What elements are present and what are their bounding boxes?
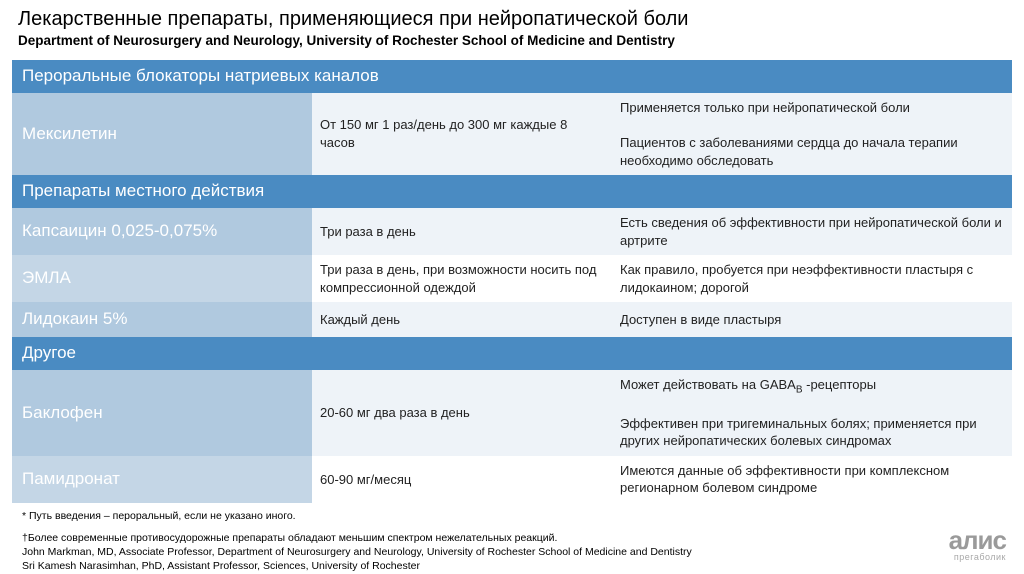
drug-name-cell: Мексилетин <box>12 93 312 175</box>
table-row: Капсаицин 0,025-0,075%Три раза в деньЕст… <box>12 208 1012 255</box>
note-cell: Доступен в виде пластыря <box>612 302 1012 337</box>
dose-cell: 60-90 мг/месяц <box>312 456 612 503</box>
drug-table: Пероральные блокаторы натриевых каналовМ… <box>12 60 1012 503</box>
logo-sub: прегаболик <box>949 552 1006 562</box>
dose-cell: Три раза в день <box>312 208 612 255</box>
section-header: Препараты местного действия <box>12 175 1012 208</box>
footnotes: * Путь введения – пероральный, если не у… <box>22 509 1006 574</box>
note-cell: Имеются данные об эффективности при комп… <box>612 456 1012 503</box>
section-heading-cell: Другое <box>12 337 1012 370</box>
section-heading-cell: Препараты местного действия <box>12 175 1012 208</box>
dose-cell: Каждый день <box>312 302 612 337</box>
header: Лекарственные препараты, применяющиеся п… <box>0 0 1024 54</box>
drug-name-cell: Лидокаин 5% <box>12 302 312 337</box>
logo: алис прегаболик <box>949 529 1006 562</box>
table-row: ЭМЛАТри раза в день, при возможности нос… <box>12 255 1012 302</box>
footnote-star: * Путь введения – пероральный, если не у… <box>22 509 1006 523</box>
table-row: Лидокаин 5%Каждый деньДоступен в виде пл… <box>12 302 1012 337</box>
dose-cell: 20-60 мг два раза в день <box>312 370 612 456</box>
table-row: МексилетинОт 150 мг 1 раз/день до 300 мг… <box>12 93 1012 175</box>
dose-cell: Три раза в день, при возможности носить … <box>312 255 612 302</box>
logo-main: алис <box>949 529 1006 552</box>
section-header: Пероральные блокаторы натриевых каналов <box>12 60 1012 93</box>
page-subtitle: Department of Neurosurgery and Neurology… <box>18 33 1006 48</box>
page-title: Лекарственные препараты, применяющиеся п… <box>18 8 1006 31</box>
drug-name-cell: ЭМЛА <box>12 255 312 302</box>
note-cell: Применяется только при нейропатической б… <box>612 93 1012 175</box>
note-cell: Есть сведения об эффективности при нейро… <box>612 208 1012 255</box>
drug-name-cell: Баклофен <box>12 370 312 456</box>
drug-name-cell: Капсаицин 0,025-0,075% <box>12 208 312 255</box>
section-heading-cell: Пероральные блокаторы натриевых каналов <box>12 60 1012 93</box>
footnote-line: John Markman, MD, Associate Professor, D… <box>22 545 1006 559</box>
dose-cell: От 150 мг 1 раз/день до 300 мг каждые 8 … <box>312 93 612 175</box>
table-row: Баклофен20-60 мг два раза в деньМожет де… <box>12 370 1012 456</box>
footnote-line: Sri Kamesh Narasimhan, PhD, Assistant Pr… <box>22 559 1006 573</box>
footnote-line: †Более современные противосудорожные пре… <box>22 531 1006 545</box>
section-header: Другое <box>12 337 1012 370</box>
note-cell: Как правило, пробуется при неэффективнос… <box>612 255 1012 302</box>
note-cell: Может действовать на GABAB -рецепторыЭфф… <box>612 370 1012 456</box>
drug-name-cell: Памидронат <box>12 456 312 503</box>
table-row: Памидронат60-90 мг/месяцИмеются данные о… <box>12 456 1012 503</box>
